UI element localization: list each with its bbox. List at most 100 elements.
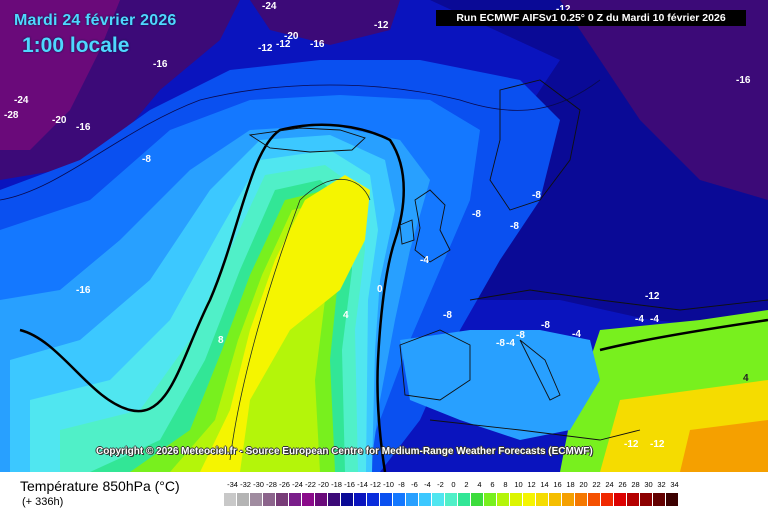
legend-swatch bbox=[497, 493, 510, 506]
legend-swatch bbox=[601, 493, 614, 506]
legend-label: 24 bbox=[605, 480, 614, 489]
isotherm-label: 8 bbox=[218, 335, 224, 346]
legend-label: 2 bbox=[464, 480, 469, 489]
temperature-map: -24 -20 -16 -12 -12 -12 -16 -24 -28 -20 … bbox=[0, 0, 768, 472]
zero-isotherm bbox=[19, 123, 405, 472]
legend-label: 30 bbox=[644, 480, 653, 489]
legend-label: -18 bbox=[331, 480, 342, 489]
copyright-notice: Copyright © 2026 Meteociel.fr - Source E… bbox=[96, 446, 593, 457]
legend-swatch bbox=[562, 493, 575, 506]
legend-label: 10 bbox=[514, 480, 523, 489]
legend-swatch bbox=[406, 493, 419, 506]
legend-label: 26 bbox=[618, 480, 627, 489]
isotherm-label: -12 bbox=[624, 439, 639, 450]
isotherm-label: -12 bbox=[556, 4, 571, 15]
mediterranean-cool-zone bbox=[400, 330, 600, 440]
legend-swatches bbox=[224, 493, 679, 506]
isotherm-label: -12 bbox=[276, 39, 291, 50]
isotherm-label: -20 bbox=[284, 31, 299, 42]
britain-coast bbox=[414, 189, 451, 263]
legend-label: -4 bbox=[424, 480, 431, 489]
legend-swatch bbox=[614, 493, 627, 506]
legend-label: -34 bbox=[227, 480, 238, 489]
legend-label: -32 bbox=[240, 480, 251, 489]
isotherm-label: -4 bbox=[572, 329, 581, 340]
isotherm-label: -16 bbox=[76, 122, 91, 133]
legend-swatch bbox=[328, 493, 341, 506]
lead-time: (+ 336h) bbox=[22, 496, 64, 508]
legend-swatch bbox=[250, 493, 263, 506]
legend-swatch bbox=[302, 493, 315, 506]
legend-label: 4 bbox=[477, 480, 482, 489]
temperature-field: -24 -20 -16 -12 -12 -12 -16 -24 -28 -20 … bbox=[0, 0, 768, 472]
model-run-info: Run ECMWF AIFSv1 0.25° 0 Z du Mardi 10 f… bbox=[436, 10, 746, 26]
legend-label: 22 bbox=[592, 480, 601, 489]
isotherm-label: -20 bbox=[52, 115, 67, 126]
ireland-coast bbox=[399, 219, 415, 245]
legend-label: -28 bbox=[266, 480, 277, 489]
legend-label: 18 bbox=[566, 480, 575, 489]
legend-label: -14 bbox=[357, 480, 368, 489]
forecast-date: Mardi 24 février 2026 bbox=[14, 12, 177, 29]
arctic-cold-zone bbox=[560, 0, 768, 200]
zero-isotherm-east bbox=[599, 318, 768, 352]
legend-swatch bbox=[263, 493, 276, 506]
isotherm-label: -8 bbox=[142, 154, 151, 165]
legend-swatch bbox=[640, 493, 653, 506]
greenland-core-zone bbox=[0, 0, 120, 150]
isotherm-label: -12 bbox=[374, 20, 389, 31]
legend-swatch bbox=[341, 493, 354, 506]
isotherm-label: -12 bbox=[258, 43, 273, 54]
legend-swatch bbox=[653, 493, 666, 506]
isotherm-label: -4 bbox=[650, 314, 659, 325]
isotherm-label: -12 bbox=[650, 439, 665, 450]
legend-label: 8 bbox=[503, 480, 508, 489]
legend-label: 16 bbox=[553, 480, 562, 489]
isotherm-label: -16 bbox=[310, 39, 325, 50]
legend-swatch bbox=[536, 493, 549, 506]
legend-swatch bbox=[666, 493, 679, 506]
legend-label: -6 bbox=[411, 480, 418, 489]
italy-coast bbox=[519, 339, 561, 401]
legend-swatch bbox=[627, 493, 640, 506]
isotherm-label: -4 bbox=[506, 338, 515, 349]
legend-label: 28 bbox=[631, 480, 640, 489]
legend-label: -30 bbox=[253, 480, 264, 489]
legend-label: -2 bbox=[437, 480, 444, 489]
isotherm-label: -16 bbox=[76, 285, 91, 296]
legend-label: -20 bbox=[318, 480, 329, 489]
isotherm-label: 0 bbox=[377, 284, 383, 295]
legend-swatch bbox=[445, 493, 458, 506]
southeast-hot-zone bbox=[680, 420, 768, 472]
isotherm-labels: -24 -20 -16 -12 -12 -12 -16 -24 -28 -20 … bbox=[4, 1, 751, 450]
parameter-title: Température 850hPa (°C) bbox=[20, 478, 180, 494]
continental-coast bbox=[469, 289, 768, 311]
isotherm-label: -24 bbox=[14, 95, 29, 106]
legend-swatch bbox=[588, 493, 601, 506]
map-footer: Température 850hPa (°C) (+ 336h) -34 -32-… bbox=[0, 472, 768, 512]
legend-label: -12 bbox=[370, 480, 381, 489]
isotherm-label: -8 bbox=[541, 320, 550, 331]
isotherm-label: -16 bbox=[736, 75, 751, 86]
legend-label: -24 bbox=[292, 480, 303, 489]
legend-label: -16 bbox=[344, 480, 355, 489]
forecast-time: 1:00 locale bbox=[22, 34, 130, 57]
isotherm-label: -8 bbox=[516, 330, 525, 341]
legend-swatch bbox=[419, 493, 432, 506]
legend-swatch bbox=[549, 493, 562, 506]
iceland-coast bbox=[248, 127, 366, 153]
legend-swatch bbox=[224, 493, 237, 506]
isotherm-contour bbox=[0, 79, 601, 201]
legend-swatch bbox=[354, 493, 367, 506]
legend-swatch bbox=[471, 493, 484, 506]
legend-swatch bbox=[484, 493, 497, 506]
legend-label: -8 bbox=[398, 480, 405, 489]
isotherm-label: -8 bbox=[472, 209, 481, 220]
legend-label: 20 bbox=[579, 480, 588, 489]
legend-label: 0 bbox=[451, 480, 456, 489]
legend-swatch bbox=[458, 493, 471, 506]
isotherm-label: -8 bbox=[496, 338, 505, 349]
legend-swatch bbox=[289, 493, 302, 506]
legend-label: 6 bbox=[490, 480, 495, 489]
isotherm-label: -8 bbox=[532, 190, 541, 201]
